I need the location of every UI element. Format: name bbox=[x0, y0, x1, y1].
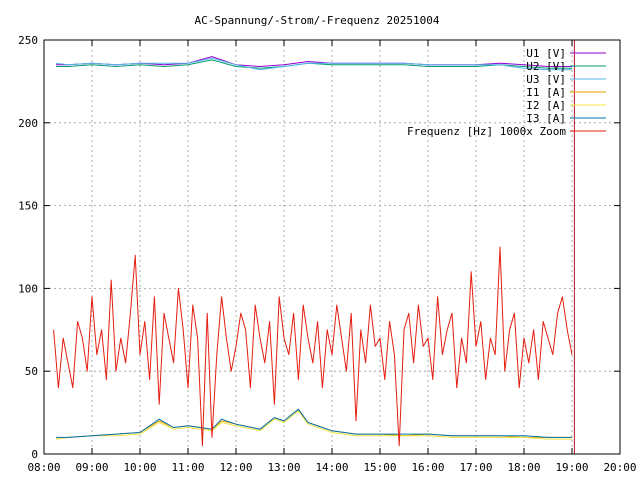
legend-label: I3 [A] bbox=[526, 112, 566, 125]
legend-label: U2 [V] bbox=[526, 60, 566, 73]
legend-label: I2 [A] bbox=[526, 99, 566, 112]
x-tick-label: 10:00 bbox=[123, 461, 156, 474]
legend-label: U1 [V] bbox=[526, 47, 566, 60]
y-tick-label: 200 bbox=[18, 117, 38, 130]
series-line-2 bbox=[55, 57, 572, 71]
x-tick-label: 20:00 bbox=[603, 461, 636, 474]
x-tick-label: 08:00 bbox=[27, 461, 60, 474]
x-tick-label: 09:00 bbox=[75, 461, 108, 474]
legend-label: I1 [A] bbox=[526, 86, 566, 99]
x-tick-label: 13:00 bbox=[267, 461, 300, 474]
y-tick-label: 0 bbox=[31, 448, 38, 461]
chart-title: AC-Spannung/-Strom/-Frequenz 20251004 bbox=[194, 14, 439, 27]
x-tick-label: 16:00 bbox=[411, 461, 444, 474]
x-tick-label: 15:00 bbox=[363, 461, 396, 474]
grid-lines bbox=[44, 40, 620, 454]
series-line-5 bbox=[56, 408, 572, 438]
y-tick-label: 150 bbox=[18, 200, 38, 213]
x-axis-ticks: 08:00 09:00 10:00 11:00 12:00 13:00 14:00 15:00… bbox=[27, 40, 637, 474]
legend: U1 [V]U2 [V]U3 [V]I1 [A]I2 [A]I3 [A]Freq… bbox=[407, 47, 606, 138]
x-tick-label: 14:00 bbox=[315, 461, 348, 474]
y-axis-ticks: 0 50 100 150 200 250 bbox=[18, 34, 620, 461]
y-tick-label: 100 bbox=[18, 282, 38, 295]
x-tick-label: 18:00 bbox=[507, 461, 540, 474]
series-line-4 bbox=[55, 410, 572, 440]
series-layer bbox=[53, 40, 575, 454]
series-line-6 bbox=[53, 246, 573, 447]
y-tick-label: 250 bbox=[18, 34, 38, 47]
y-tick-label: 50 bbox=[25, 365, 38, 378]
legend-label: U3 [V] bbox=[526, 73, 566, 86]
x-tick-label: 12:00 bbox=[219, 461, 252, 474]
x-tick-label: 17:00 bbox=[459, 461, 492, 474]
x-tick-label: 19:00 bbox=[555, 461, 588, 474]
legend-label: Frequenz [Hz] 1000x Zoom bbox=[407, 125, 566, 138]
x-tick-label: 11:00 bbox=[171, 461, 204, 474]
